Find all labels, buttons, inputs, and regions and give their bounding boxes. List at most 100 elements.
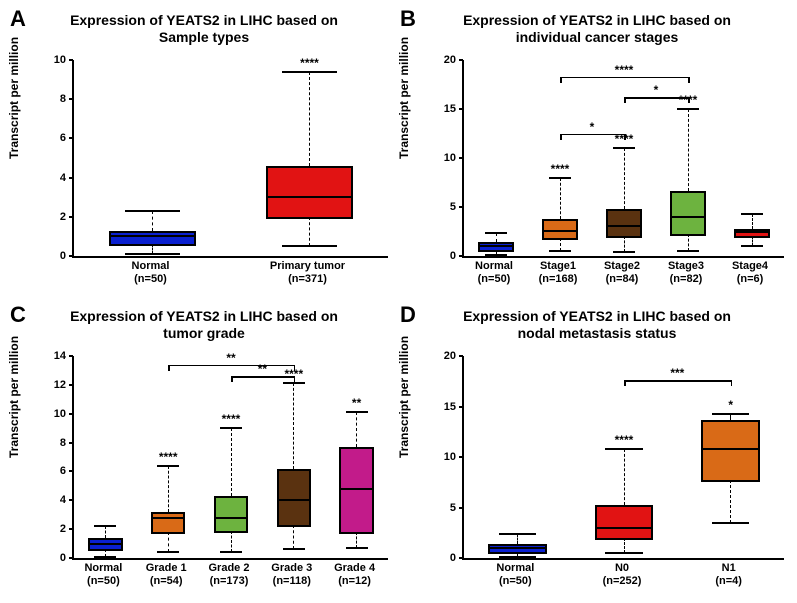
- whisker-cap-lower: [485, 254, 507, 256]
- whisker-cap-upper: [712, 413, 749, 415]
- ytick-label: 0: [42, 552, 66, 564]
- chart-title: Expression of YEATS2 in LIHC based onind…: [400, 12, 794, 46]
- whisker-upper: [517, 534, 518, 544]
- bracket-v: [624, 134, 626, 140]
- whisker-cap-lower: [499, 556, 536, 558]
- whisker-cap-lower: [549, 250, 571, 252]
- ytick-mark: [69, 499, 73, 501]
- whisker-cap-upper: [125, 210, 180, 212]
- significance-label: ****: [137, 450, 200, 464]
- bracket-label: ****: [604, 63, 644, 77]
- whisker-upper: [293, 383, 294, 468]
- bracket-v: [688, 77, 690, 83]
- panel-C: CExpression of YEATS2 in LIHC based ontu…: [10, 302, 398, 600]
- median-line: [88, 543, 121, 545]
- whisker-upper: [309, 72, 310, 166]
- significance-label: ****: [571, 433, 678, 447]
- box: [151, 512, 186, 534]
- median-line: [151, 517, 184, 519]
- ytick-label: 12: [42, 379, 66, 391]
- ytick-mark: [69, 137, 73, 139]
- whisker-cap-upper: [94, 525, 116, 527]
- box: [214, 496, 249, 533]
- xtick-l1: Normal: [475, 260, 513, 272]
- ytick-mark: [69, 177, 73, 179]
- whisker-upper: [105, 526, 106, 538]
- xtick-l2: (n=371): [288, 273, 327, 285]
- significance-label: ****: [200, 412, 263, 426]
- whisker-cap-upper: [282, 71, 337, 73]
- ytick-mark: [459, 406, 463, 408]
- xtick-label: Normal(n=50): [462, 562, 569, 587]
- bracket-h: [168, 365, 294, 367]
- bracket-v: [294, 376, 296, 382]
- ytick-label: 10: [42, 408, 66, 420]
- median-line: [542, 230, 575, 232]
- ytick-mark: [69, 413, 73, 415]
- xtick-l1: Grade 2: [209, 562, 250, 574]
- xtick-label: N0(n=252): [569, 562, 676, 587]
- whisker-cap-upper: [677, 108, 699, 110]
- whisker-cap-lower: [282, 245, 337, 247]
- box: [488, 544, 547, 554]
- whisker-cap-upper: [220, 427, 242, 429]
- median-line: [109, 235, 193, 237]
- bracket-label: **: [211, 351, 251, 365]
- box: [266, 166, 352, 219]
- median-line: [606, 225, 639, 227]
- whisker-lower: [231, 531, 232, 553]
- bracket-h: [624, 97, 688, 99]
- ytick-label: 10: [42, 54, 66, 66]
- whisker-lower: [356, 532, 357, 548]
- ytick-mark: [459, 108, 463, 110]
- xtick-l2: (n=82): [670, 273, 703, 285]
- ytick-mark: [459, 507, 463, 509]
- xtick-l1: Grade 3: [271, 562, 312, 574]
- ytick-mark: [69, 59, 73, 61]
- xtick-l2: (n=50): [87, 575, 120, 587]
- median-line: [266, 196, 350, 198]
- whisker-cap-upper: [499, 533, 536, 535]
- xtick-l1: Grade 1: [146, 562, 187, 574]
- whisker-cap-lower: [677, 250, 699, 252]
- plot-area: ****: [72, 60, 388, 258]
- whisker-upper: [752, 214, 753, 229]
- ytick-mark: [459, 59, 463, 61]
- median-line: [488, 547, 545, 549]
- bracket-v: [624, 97, 626, 103]
- whisker-cap-lower: [346, 547, 368, 549]
- bracket-label: ***: [657, 366, 697, 380]
- title-line2: tumor grade: [163, 325, 245, 341]
- whisker-cap-lower: [741, 245, 763, 247]
- xtick-label: Grade 2(n=173): [198, 562, 261, 587]
- ytick-mark: [69, 557, 73, 559]
- whisker-cap-upper: [741, 213, 763, 215]
- bracket-v: [231, 376, 233, 382]
- panel-D: DExpression of YEATS2 in LIHC based onno…: [400, 302, 794, 600]
- median-line: [339, 488, 372, 490]
- ytick-mark: [459, 157, 463, 159]
- whisker-upper: [688, 109, 689, 191]
- xtick-label: N1(n=4): [675, 562, 782, 587]
- ytick-label: 5: [432, 201, 456, 213]
- whisker-cap-lower: [125, 253, 180, 255]
- xtick-l1: N0: [615, 562, 629, 574]
- whisker-upper: [624, 449, 625, 506]
- whisker-upper: [356, 412, 357, 447]
- significance-label: ****: [231, 56, 388, 70]
- ytick-mark: [459, 557, 463, 559]
- whisker-lower: [624, 538, 625, 553]
- whisker-cap-upper: [346, 411, 368, 413]
- bracket-v: [560, 134, 562, 140]
- whisker-cap-upper: [549, 177, 571, 179]
- ytick-label: 8: [42, 437, 66, 449]
- xtick-label: Normal(n=50): [72, 562, 135, 587]
- whisker-cap-lower: [712, 522, 749, 524]
- title-line2: individual cancer stages: [516, 29, 679, 45]
- ytick-mark: [69, 470, 73, 472]
- whisker-cap-upper: [485, 232, 507, 234]
- ytick-label: 20: [432, 350, 456, 362]
- whisker-lower: [730, 480, 731, 522]
- ytick-mark: [459, 255, 463, 257]
- xtick-label: Primary tumor(n=371): [229, 260, 386, 285]
